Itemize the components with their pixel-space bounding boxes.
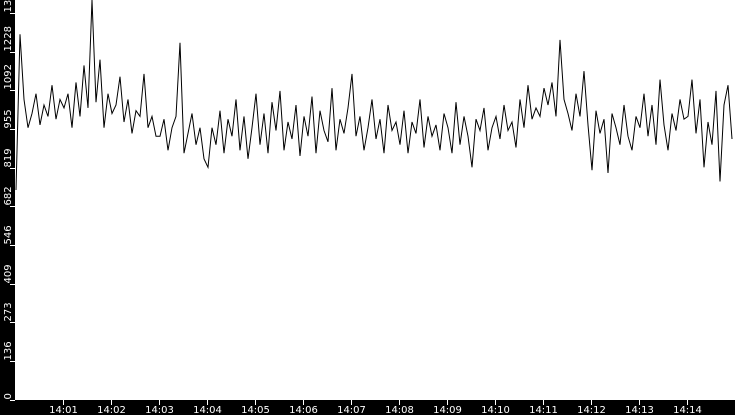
y-tick-label: 409 <box>3 264 14 283</box>
x-tick-label: 14:09 <box>433 405 462 415</box>
x-tick-label: 14:07 <box>337 405 366 415</box>
x-tick-label: 14:03 <box>145 405 174 415</box>
y-tick-label: 1365 <box>3 0 14 13</box>
x-tick-label: 14:05 <box>241 405 270 415</box>
x-tick-label: 14:13 <box>625 405 654 415</box>
y-tick-label: 0 <box>3 393 14 399</box>
series-group <box>15 0 733 191</box>
x-axis: 14:01 14:02 14:03 14:04 14:05 14:06 14:07 14:08… <box>49 400 702 415</box>
x-tick-label: 14:14 <box>673 405 702 415</box>
y-tick-label: 682 <box>3 186 14 205</box>
y-tick-label: 819 <box>3 148 14 167</box>
y-tick-label: 955 <box>3 109 14 128</box>
x-tick-label: 14:02 <box>97 405 126 415</box>
y-tick-label: 136 <box>3 341 14 360</box>
x-tick-label: 14:12 <box>577 405 606 415</box>
series-line <box>15 0 733 191</box>
y-tick-label: 273 <box>3 302 14 321</box>
x-tick-label: 14:06 <box>289 405 318 415</box>
y-axis: 0 136 273 409 546 682 819 955 1092 1228 1365 <box>3 0 15 401</box>
x-tick-label: 14:01 <box>49 405 78 415</box>
y-axis-strip <box>0 0 15 415</box>
y-tick-label: 546 <box>3 225 14 244</box>
y-tick-label: 1092 <box>3 64 14 89</box>
x-tick-label: 14:08 <box>385 405 414 415</box>
x-tick-label: 14:04 <box>193 405 222 415</box>
x-tick-label: 14:11 <box>529 405 558 415</box>
x-tick-label: 14:10 <box>481 405 510 415</box>
plot-area <box>15 0 735 400</box>
x-axis-strip <box>0 400 735 415</box>
y-tick-label: 1228 <box>3 26 14 51</box>
